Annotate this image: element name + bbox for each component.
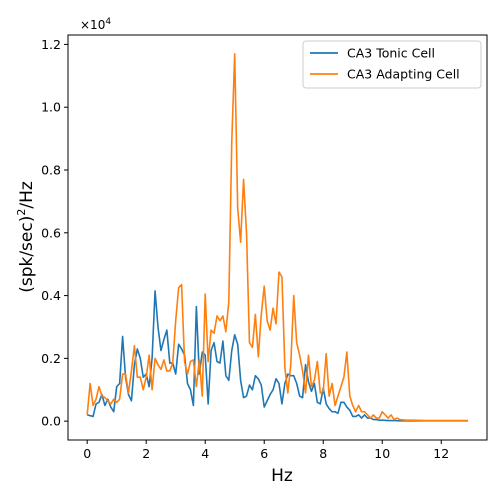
series-layer bbox=[87, 54, 468, 421]
x-axis-label: Hz bbox=[271, 466, 293, 486]
legend-label-adapting: CA3 Adapting Cell bbox=[347, 67, 460, 82]
y-tick-label: 1.0 bbox=[41, 100, 61, 115]
x-tick-label: 4 bbox=[201, 446, 209, 461]
y-tick-label: 1.2 bbox=[41, 37, 61, 52]
y-scale-offset: ×104 bbox=[80, 17, 111, 32]
x-tick-label: 10 bbox=[374, 446, 390, 461]
y-tick-label: 0.4 bbox=[41, 288, 61, 303]
x-tick-label: 6 bbox=[260, 446, 268, 461]
legend-label-tonic: CA3 Tonic Cell bbox=[347, 46, 435, 61]
x-tick-label: 0 bbox=[83, 446, 91, 461]
y-tick-label: 0.6 bbox=[41, 225, 61, 240]
y-tick-label: 0.0 bbox=[41, 414, 61, 429]
x-tick-label: 12 bbox=[433, 446, 449, 461]
y-axis-label: (spk/sec)2/Hz bbox=[15, 181, 37, 293]
x-tick-label: 8 bbox=[319, 446, 327, 461]
legend: CA3 Tonic Cell CA3 Adapting Cell bbox=[303, 41, 481, 88]
y-tick-label: 0.2 bbox=[41, 351, 61, 366]
y-tick-label: 0.8 bbox=[41, 163, 61, 178]
series-line-adapting bbox=[87, 54, 468, 421]
x-tick-label: 2 bbox=[142, 446, 150, 461]
